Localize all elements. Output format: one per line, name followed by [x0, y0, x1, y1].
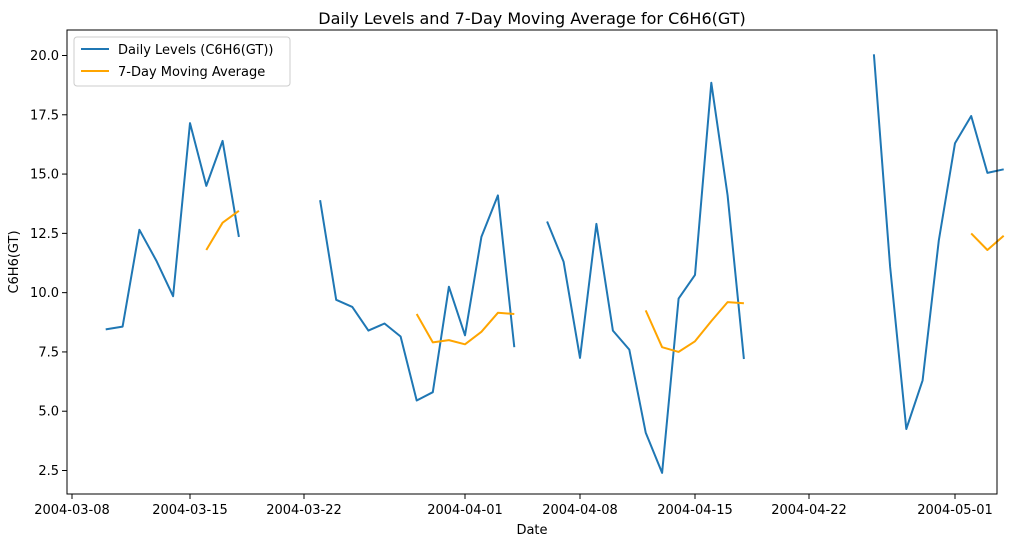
- series-line-1-segment-0: [205, 209, 240, 251]
- y-tick-label-7: 20.0: [30, 49, 59, 64]
- x-axis-ticks: 2004-03-08 2004-03-15 2004-03-22 2004-04-01…: [34, 494, 993, 518]
- y-tick-label-4: 12.5: [30, 227, 59, 242]
- x-tick-label-0: 2004-03-08: [34, 503, 110, 518]
- series-line-1-segment-2: [644, 301, 744, 353]
- legend-label-daily-levels: Daily Levels (C6H6(GT)): [118, 43, 273, 58]
- x-tick-label-5: 2004-04-15: [657, 503, 733, 518]
- series-line-0-segment-2: [546, 81, 745, 474]
- y-tick-label-1: 5.0: [38, 405, 59, 420]
- series-line-1-segment-3: [970, 232, 1005, 251]
- y-tick-label-2: 7.5: [38, 345, 59, 360]
- plot-lines: [105, 54, 1005, 474]
- chart-title: Daily Levels and 7-Day Moving Average fo…: [318, 9, 745, 28]
- plot-area-frame: [66, 29, 998, 495]
- series-line-0-segment-3: [872, 54, 1004, 430]
- x-tick-label-1: 2004-03-15: [152, 503, 228, 518]
- series-line-0-segment-0: [105, 122, 240, 331]
- legend: Daily Levels (C6H6(GT)) 7-Day Moving Ave…: [73, 36, 291, 87]
- x-tick-label-4: 2004-04-08: [542, 503, 618, 518]
- y-axis-label: C6H6(GT): [7, 230, 22, 293]
- legend-box: [73, 36, 291, 87]
- x-tick-label-7: 2004-05-01: [917, 503, 993, 518]
- series-line-1-segment-1: [415, 311, 515, 346]
- y-axis-ticks: 2.5 5.0 7.5 10.0 12.5 15.0 17.5 20.0: [30, 49, 67, 479]
- x-axis-label: Date: [516, 523, 547, 537]
- x-tick-label-2: 2004-03-22: [266, 503, 342, 518]
- y-tick-label-3: 10.0: [30, 286, 59, 301]
- legend-label-moving-average: 7-Day Moving Average: [118, 65, 265, 80]
- x-tick-label-6: 2004-04-22: [771, 503, 847, 518]
- y-tick-label-6: 17.5: [30, 108, 59, 123]
- y-tick-label-0: 2.5: [38, 464, 59, 479]
- series-line-0-segment-1: [319, 194, 516, 402]
- y-tick-label-5: 15.0: [30, 168, 59, 183]
- x-tick-label-3: 2004-04-01: [427, 503, 503, 518]
